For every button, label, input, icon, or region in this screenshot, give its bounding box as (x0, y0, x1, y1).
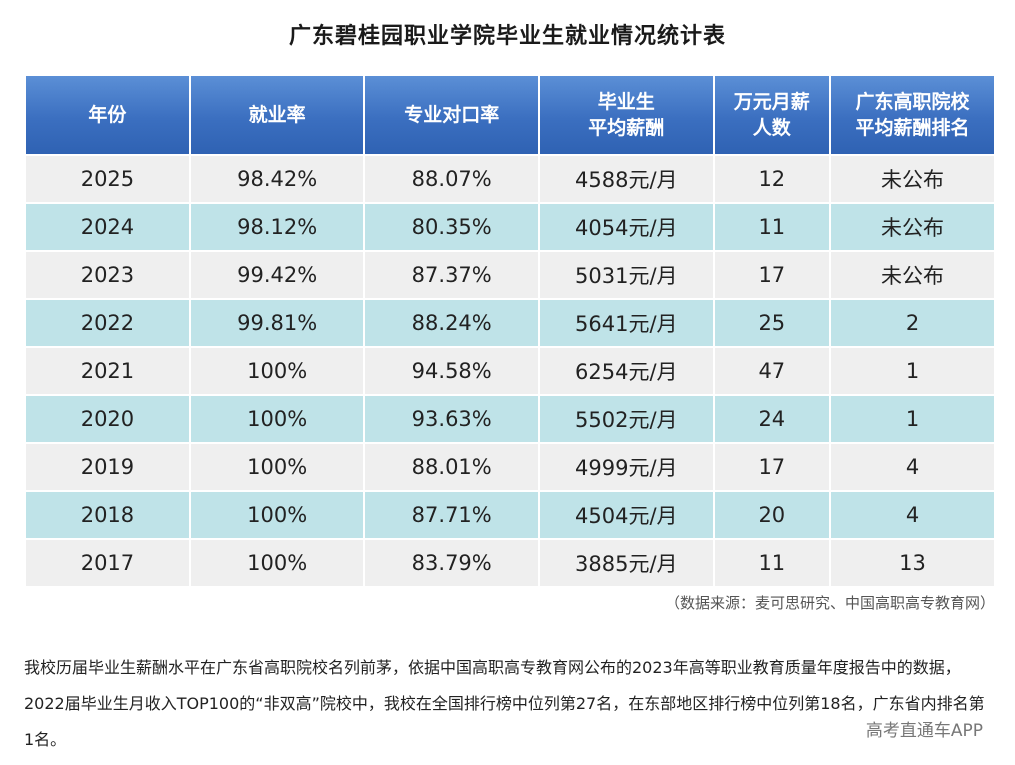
cell-salary-rank: 13 (831, 540, 994, 586)
cell-average-salary: 6254元/月 (540, 348, 713, 394)
cell-major-match-rate: 83.79% (365, 540, 538, 586)
cell-average-salary: 5641元/月 (540, 300, 713, 346)
cell-major-match-rate: 88.07% (365, 156, 538, 202)
cell-average-salary: 4054元/月 (540, 204, 713, 250)
cell-average-salary: 3885元/月 (540, 540, 713, 586)
cell-salary-rank: 4 (831, 492, 994, 538)
cell-employment-rate: 100% (190, 348, 364, 394)
cell-high-salary-count: 25 (714, 300, 830, 346)
cell-year: 2021 (26, 348, 189, 394)
summary-paragraph: 我校历届毕业生薪酬水平在广东省高职院校名列前茅，依据中国高职高专教育网公布的20… (24, 658, 985, 749)
cell-high-salary-count: 20 (714, 492, 830, 538)
cell-year: 2017 (26, 540, 189, 586)
header-year: 年份 (26, 76, 189, 154)
cell-major-match-rate: 87.37% (365, 252, 538, 298)
cell-high-salary-count: 17 (714, 444, 830, 490)
cell-year: 2018 (26, 492, 189, 538)
cell-average-salary: 4504元/月 (540, 492, 713, 538)
table-row: 2017 100% 83.79% 3885元/月 11 13 (26, 540, 994, 586)
table-header-row: 年份 就业率 专业对口率 毕业生 平均薪酬 万元月薪 人数 广东高职院校 平均薪酬排名 (26, 76, 994, 154)
cell-salary-rank: 1 (831, 348, 994, 394)
cell-employment-rate: 100% (190, 444, 364, 490)
cell-year: 2025 (26, 156, 189, 202)
cell-average-salary: 5031元/月 (540, 252, 713, 298)
cell-year: 2020 (26, 396, 189, 442)
page-title: 广东碧桂园职业学院毕业生就业情况统计表 (288, 24, 726, 49)
cell-year: 2024 (26, 204, 189, 250)
cell-major-match-rate: 88.01% (365, 444, 538, 490)
cell-employment-rate: 98.42% (190, 156, 364, 202)
table-row: 2022 99.81% 88.24% 5641元/月 25 2 (26, 300, 994, 346)
cell-employment-rate: 98.12% (190, 204, 364, 250)
data-source-note: （数据来源：麦可思研究、中国高职高专教育网） (664, 594, 995, 612)
cell-average-salary: 5502元/月 (540, 396, 713, 442)
cell-salary-rank: 未公布 (831, 156, 994, 202)
cell-salary-rank: 1 (831, 396, 994, 442)
cell-high-salary-count: 11 (714, 540, 830, 586)
cell-year: 2019 (26, 444, 189, 490)
cell-major-match-rate: 94.58% (365, 348, 538, 394)
watermark: 高考直通车APP (865, 721, 983, 741)
cell-employment-rate: 100% (190, 492, 364, 538)
table-row: 2025 98.42% 88.07% 4588元/月 12 未公布 (26, 156, 994, 202)
header-average-salary: 毕业生 平均薪酬 (540, 76, 713, 154)
table-row: 2024 98.12% 80.35% 4054元/月 11 未公布 (26, 204, 994, 250)
cell-high-salary-count: 17 (714, 252, 830, 298)
cell-high-salary-count: 47 (714, 348, 830, 394)
cell-major-match-rate: 80.35% (365, 204, 538, 250)
cell-high-salary-count: 11 (714, 204, 830, 250)
cell-year: 2023 (26, 252, 189, 298)
table-row: 2019 100% 88.01% 4999元/月 17 4 (26, 444, 994, 490)
cell-employment-rate: 99.81% (190, 300, 364, 346)
cell-major-match-rate: 93.63% (365, 396, 538, 442)
table-row: 2021 100% 94.58% 6254元/月 47 1 (26, 348, 994, 394)
header-employment-rate: 就业率 (190, 76, 364, 154)
header-salary-rank: 广东高职院校 平均薪酬排名 (831, 76, 994, 154)
cell-salary-rank: 2 (831, 300, 994, 346)
cell-employment-rate: 100% (190, 540, 364, 586)
cell-high-salary-count: 24 (714, 396, 830, 442)
cell-major-match-rate: 88.24% (365, 300, 538, 346)
cell-major-match-rate: 87.71% (365, 492, 538, 538)
header-high-salary-count: 万元月薪 人数 (714, 76, 830, 154)
cell-employment-rate: 100% (190, 396, 364, 442)
cell-salary-rank: 未公布 (831, 204, 994, 250)
cell-high-salary-count: 12 (714, 156, 830, 202)
table-row: 2018 100% 87.71% 4504元/月 20 4 (26, 492, 994, 538)
header-major-match-rate: 专业对口率 (365, 76, 538, 154)
cell-employment-rate: 99.42% (190, 252, 364, 298)
cell-average-salary: 4999元/月 (540, 444, 713, 490)
cell-salary-rank: 未公布 (831, 252, 994, 298)
cell-average-salary: 4588元/月 (540, 156, 713, 202)
cell-salary-rank: 4 (831, 444, 994, 490)
cell-year: 2022 (26, 300, 189, 346)
table-row: 2023 99.42% 87.37% 5031元/月 17 未公布 (26, 252, 994, 298)
employment-stats-table: 年份 就业率 专业对口率 毕业生 平均薪酬 万元月薪 人数 广东高职院校 平均薪酬排名… (24, 74, 996, 588)
table-row: 2020 100% 93.63% 5502元/月 24 1 (26, 396, 994, 442)
